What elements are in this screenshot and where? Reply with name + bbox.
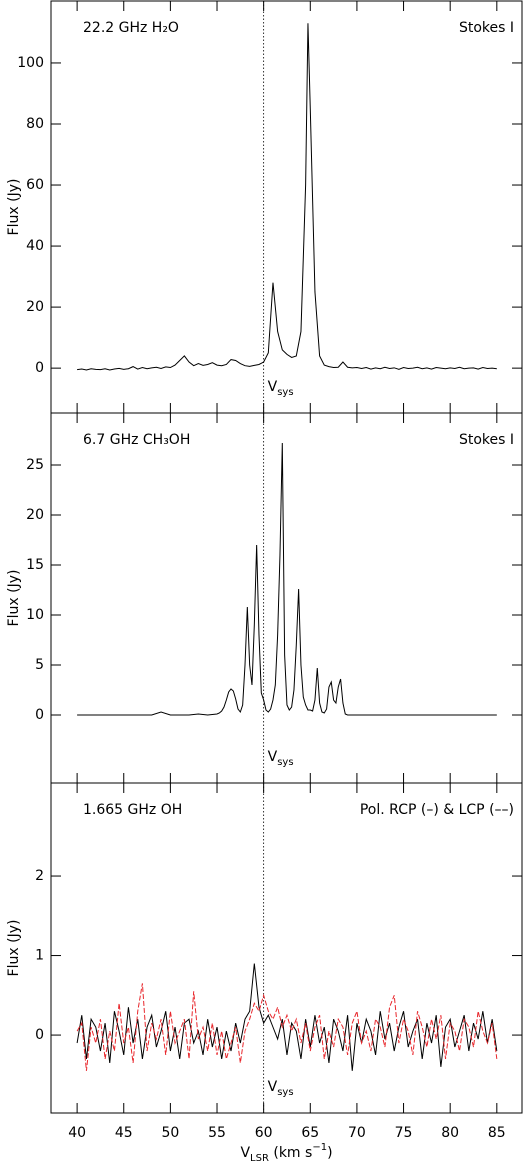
- label: Vsys: [268, 379, 294, 398]
- label-part: −1: [312, 1142, 327, 1153]
- spectrum-line: [76, 963, 498, 1071]
- y-tick-label: 25: [26, 457, 44, 473]
- panel-title: Pol. RCP (–) & LCP (––): [360, 802, 514, 818]
- label-part: LSR: [250, 1153, 269, 1162]
- panel-title: 6.7 GHz CH₃OH: [83, 432, 190, 448]
- label: Vsys: [268, 749, 294, 768]
- spectrum-line: [77, 442, 497, 716]
- y-tick-label: 10: [26, 607, 44, 623]
- y-tick-label: 5: [35, 657, 44, 673]
- panel-title: Stokes I: [459, 432, 514, 448]
- y-tick-label: 60: [26, 177, 44, 193]
- x-tick-label: 75: [395, 1125, 413, 1141]
- label-part: sys: [277, 387, 293, 398]
- plot-frame: [50, 782, 523, 1114]
- y-axis-label: Flux (Jy): [6, 179, 22, 236]
- y-tick-label: 1: [35, 948, 44, 964]
- y-axis-label: Flux (Jy): [6, 920, 22, 977]
- y-tick-label: 20: [26, 299, 44, 315]
- y-tick-label: 100: [17, 55, 44, 71]
- y-tick-label: 0: [35, 707, 44, 723]
- y-tick-label: 0: [35, 360, 44, 376]
- x-tick-label: 40: [68, 1125, 86, 1141]
- panel-title: 1.665 GHz OH: [83, 802, 182, 818]
- y-tick-label: 15: [26, 557, 44, 573]
- panel-title: Stokes I: [459, 20, 514, 36]
- label-part: V: [268, 379, 278, 395]
- label-part: V: [268, 749, 278, 765]
- label-part: sys: [277, 1087, 293, 1098]
- x-tick-label: 55: [208, 1125, 226, 1141]
- label: Vsys: [268, 1079, 294, 1098]
- label: VLSR (km s−1): [240, 1142, 332, 1162]
- y-tick-label: 2: [35, 868, 44, 884]
- label-part: V: [268, 1079, 278, 1095]
- plot-frame: [50, 412, 523, 784]
- x-tick-label: 80: [441, 1125, 459, 1141]
- y-tick-label: 0: [35, 1027, 44, 1043]
- label-part: sys: [277, 757, 293, 768]
- x-tick-label: 60: [255, 1125, 273, 1141]
- plot-frame: [50, 0, 523, 414]
- x-tick-label: 45: [115, 1125, 133, 1141]
- y-tick-label: 20: [26, 507, 44, 523]
- panel-title: 22.2 GHz H₂O: [83, 20, 179, 36]
- y-axis-label: Flux (Jy): [6, 570, 22, 627]
- x-tick-label: 50: [161, 1125, 179, 1141]
- x-tick-label: 70: [348, 1125, 366, 1141]
- x-tick-label: 85: [488, 1125, 506, 1141]
- label-part: V: [240, 1145, 250, 1161]
- x-tick-label: 65: [301, 1125, 319, 1141]
- y-tick-label: 80: [26, 116, 44, 132]
- spectrum-line: [76, 983, 498, 1071]
- label-part: ): [327, 1145, 332, 1161]
- y-tick-label: 40: [26, 238, 44, 254]
- spectrum-line: [77, 23, 497, 371]
- label-part: (km s: [269, 1145, 312, 1161]
